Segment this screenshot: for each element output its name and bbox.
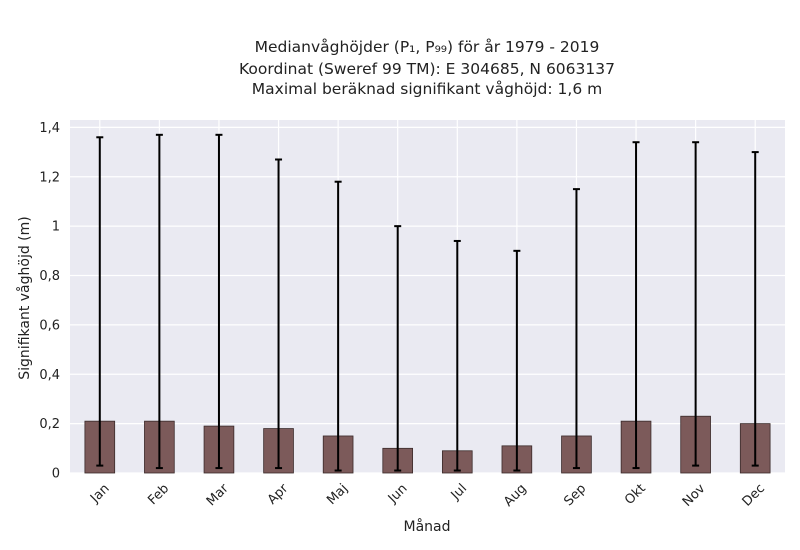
y-tick-label: 0,8	[39, 269, 60, 284]
x-tick-label: Aug	[501, 481, 530, 510]
y-tick-label: 1,4	[39, 121, 60, 136]
error-bar-aug	[513, 249, 521, 472]
error-bar-okt	[632, 141, 640, 470]
error-bar-feb	[155, 133, 163, 470]
x-tick-label: Jun	[385, 481, 411, 507]
plot-area	[70, 120, 785, 473]
x-axis-label: Månad	[404, 518, 451, 535]
error-bar-mar	[215, 133, 223, 470]
y-tick-label: 0	[52, 467, 60, 482]
x-tick-label: Maj	[324, 481, 351, 508]
chart-title-line-3: Maximal beräknad signifikant våghöjd: 1,…	[252, 80, 602, 98]
x-tick-label: Mar	[204, 481, 232, 509]
y-tick-label: 0,4	[39, 368, 60, 383]
x-axis-ticks: Jan Feb Mar Apr Maj Jun Jul Aug Sep Okt Nov Dec	[87, 481, 768, 510]
error-bar-jan	[96, 136, 104, 467]
x-tick-label: Jul	[448, 481, 470, 503]
y-axis-ticks: 0 0,2 0,4 0,6 0,8 1 1,2 1,4	[39, 121, 60, 482]
x-tick-label: Sep	[561, 481, 589, 509]
x-tick-label: Nov	[680, 481, 709, 510]
x-tick-label: Okt	[622, 481, 649, 508]
error-bar-jun	[394, 225, 402, 472]
y-tick-label: 1,2	[39, 170, 60, 185]
error-bar-dec	[751, 151, 759, 467]
x-tick-label: Feb	[145, 481, 172, 508]
error-bar-apr	[275, 158, 283, 470]
chart-title-line-1: Medianvåghöjder (P₁, P₉₉) för år 1979 - …	[255, 38, 600, 56]
y-tick-label: 0,6	[39, 318, 60, 333]
y-tick-label: 0,2	[39, 417, 60, 432]
chart-title-line-2: Koordinat (Sweref 99 TM): E 304685, N 60…	[239, 60, 615, 78]
error-bar-nov	[692, 141, 700, 467]
x-tick-label: Dec	[740, 481, 768, 509]
y-axis-label: Signifikant våghöjd (m)	[16, 216, 33, 379]
y-tick-label: 1	[52, 220, 60, 235]
error-bars	[96, 133, 759, 472]
error-bar-maj	[334, 180, 342, 472]
error-bar-sep	[572, 188, 580, 470]
x-tick-label: Jan	[87, 481, 112, 506]
error-bar-jul	[453, 239, 461, 472]
x-tick-label: Apr	[265, 481, 292, 508]
